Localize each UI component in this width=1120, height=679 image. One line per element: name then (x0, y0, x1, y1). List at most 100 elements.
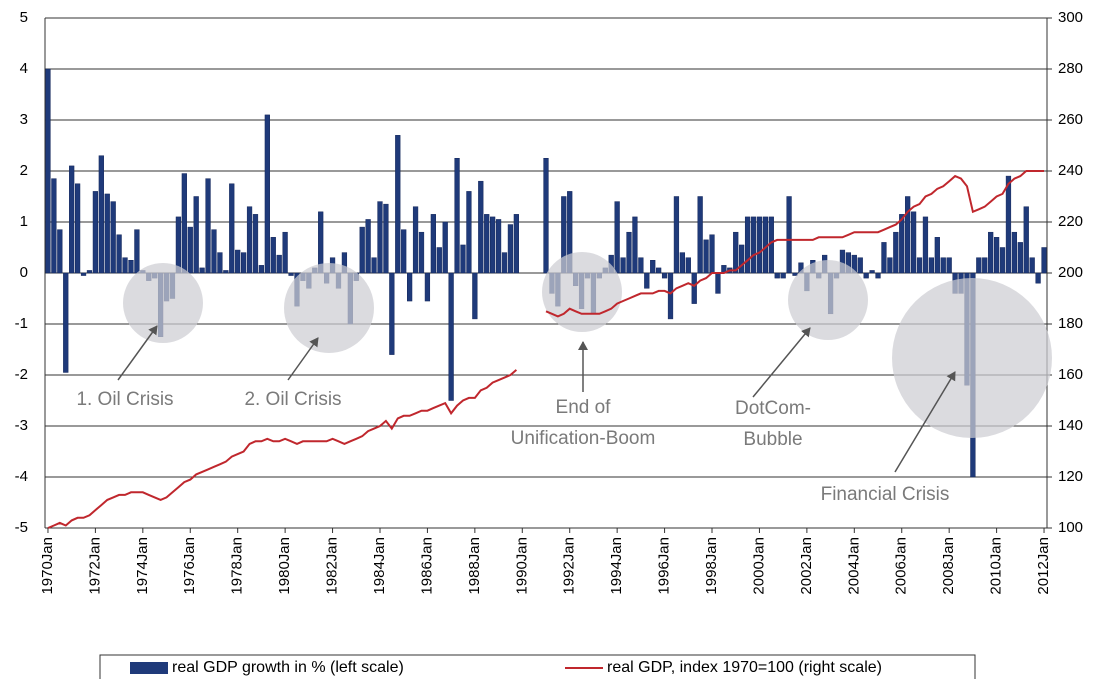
bar (51, 178, 57, 274)
bar (887, 257, 893, 274)
legend-swatch (130, 662, 168, 674)
y-tick-label: -2 (15, 366, 28, 383)
x-tick-label: 2010Jan (988, 537, 1005, 595)
bar (1029, 257, 1035, 274)
bar (264, 114, 270, 274)
y-tick-label: 4 (20, 60, 28, 77)
bar (211, 229, 217, 274)
bar (478, 180, 484, 274)
x-tick-label: 2012Jan (1035, 537, 1052, 595)
bar (905, 196, 911, 274)
bar (175, 216, 182, 274)
bar (691, 272, 697, 304)
bar (685, 257, 691, 274)
bar (875, 272, 881, 279)
legend-label: real GDP, index 1970=100 (right scale) (607, 659, 882, 676)
bar (193, 196, 199, 274)
annotation: 1. Oil Crisis (76, 389, 173, 410)
bar (45, 68, 51, 274)
bar (916, 257, 923, 274)
legend-label: real GDP growth in % (left scale) (172, 659, 404, 676)
x-tick-label: 2006Jan (893, 537, 910, 595)
bar (86, 270, 93, 274)
bar (993, 237, 1000, 274)
bar (282, 231, 288, 274)
y2-tick-label: 240 (1058, 162, 1083, 179)
y2-tick-label: 280 (1058, 60, 1083, 77)
bar (733, 231, 739, 274)
x-tick-label: 1992Jan (561, 537, 578, 595)
bar (507, 224, 514, 274)
y2-tick-label: 140 (1058, 417, 1083, 434)
bar (946, 257, 952, 274)
bar (644, 272, 650, 289)
bar (679, 252, 685, 274)
annotation: 2. Oil Crisis (244, 389, 341, 410)
bar (999, 247, 1006, 274)
bar (899, 214, 905, 274)
bar (270, 237, 276, 274)
y-tick-label: -1 (15, 315, 28, 332)
bar (988, 231, 994, 274)
bar (371, 257, 377, 274)
y-tick-label: 3 (20, 111, 28, 128)
bar (495, 219, 502, 274)
bar (910, 211, 917, 274)
bar (229, 183, 235, 274)
bar (442, 221, 448, 274)
bar (424, 272, 431, 302)
y2-tick-label: 220 (1058, 213, 1083, 230)
bar (893, 231, 899, 274)
bar (389, 272, 395, 355)
y-tick-label: -4 (15, 468, 28, 485)
bar (1005, 175, 1012, 274)
bar (656, 267, 662, 274)
bar (92, 191, 99, 274)
bar (63, 272, 69, 373)
arrow (117, 325, 158, 381)
bar (928, 257, 935, 274)
bar (490, 216, 496, 274)
bar (982, 257, 988, 274)
annotation: End of (556, 397, 612, 418)
bar (436, 247, 442, 274)
x-tick-label: 1990Jan (513, 537, 530, 595)
x-tick-label: 2004Jan (845, 537, 862, 595)
y2-tick-label: 180 (1058, 315, 1083, 332)
highlight-circle (123, 263, 203, 343)
bar (744, 216, 751, 274)
bar (377, 201, 383, 274)
y2-tick-label: 160 (1058, 366, 1083, 383)
bar (1011, 231, 1018, 274)
annotation: DotCom- (735, 398, 811, 419)
bar (401, 229, 407, 274)
bar (780, 272, 786, 279)
bar (501, 252, 508, 274)
bar (650, 260, 656, 274)
bar (756, 216, 763, 274)
bar (466, 191, 472, 274)
bar (472, 272, 478, 320)
bar (359, 226, 365, 274)
bar (199, 267, 205, 274)
bar (365, 219, 371, 274)
bar (240, 252, 247, 274)
y-tick-label: 1 (20, 213, 28, 230)
bar (252, 214, 259, 274)
bar (288, 272, 294, 276)
x-tick-label: 2008Jan (940, 537, 957, 595)
bar (922, 216, 929, 274)
x-tick-label: 1970Jan (39, 537, 56, 595)
bar (750, 216, 757, 274)
bar (1035, 272, 1041, 284)
bar (976, 257, 982, 274)
bar (181, 173, 187, 274)
bar (881, 242, 887, 274)
highlight-circle (892, 278, 1052, 438)
annotation: Financial Crisis (821, 484, 950, 505)
bar (418, 231, 425, 274)
bar (661, 272, 668, 279)
bar (1023, 206, 1029, 274)
y2-tick-label: 100 (1058, 519, 1083, 536)
bar (110, 201, 116, 274)
